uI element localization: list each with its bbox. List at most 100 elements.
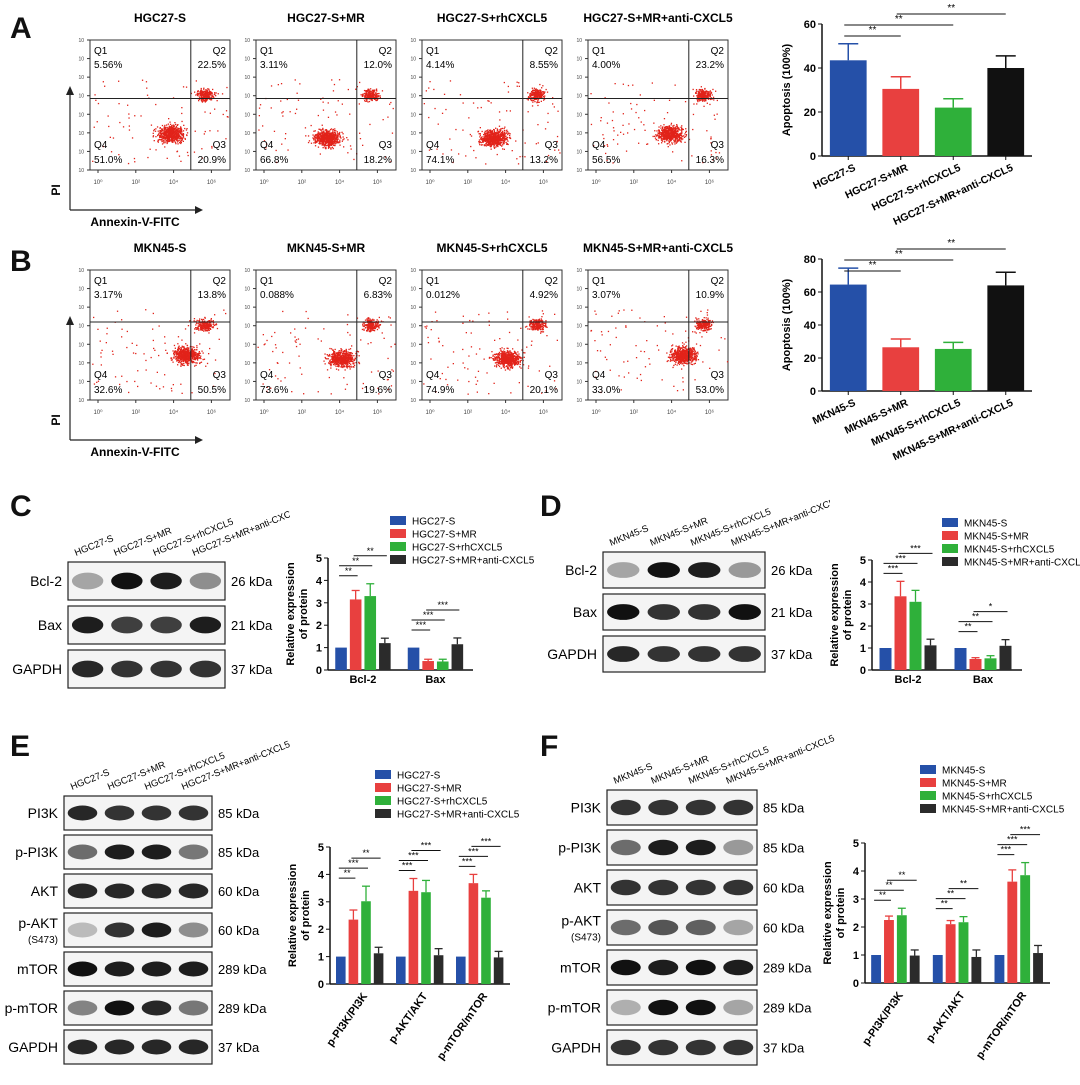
event-dot [172,362,173,363]
y-tick-label: 10 [410,149,416,155]
event-dot [201,362,202,363]
event-dot [390,102,391,103]
flow-plot: HGC27-S+rhCXCL5Q14.14%Q28.55%Q474.1%Q313… [410,11,562,186]
event-dot [207,93,208,94]
event-dot [632,85,633,86]
event-dot [343,138,344,139]
event-dot [470,134,471,135]
event-dot [377,93,378,94]
event-dot [445,109,446,110]
event-dot [201,351,202,352]
event-dot [336,136,337,137]
event-dot [153,313,154,314]
event-dot [271,107,272,108]
event-dot [198,320,199,321]
event-dot [482,131,483,132]
event-dot [329,144,330,145]
event-dot [96,382,97,383]
event-dot [167,137,168,138]
event-dot [223,114,224,115]
event-dot [168,118,169,119]
event-dot [497,128,498,129]
event-dot [146,88,147,89]
event-dot [334,364,335,365]
event-dot [591,124,592,125]
event-dot [207,88,208,89]
event-dot [285,133,286,134]
x-arrow-head-icon [195,436,203,444]
event-dot [191,392,192,393]
event-dot [501,142,502,143]
event-dot [164,134,165,135]
event-dot [158,131,159,132]
event-dot [181,361,182,362]
event-dot [672,131,673,132]
event-dot [298,100,299,101]
event-dot [161,139,162,140]
event-dot [492,141,493,142]
event-dot [183,347,184,348]
y-axis-label: PI [49,414,63,425]
event-dot [623,113,624,114]
event-dot [506,110,507,111]
event-dot [281,144,282,145]
event-dot [212,93,213,94]
event-dot [169,122,170,123]
event-dot [502,144,503,145]
event-dot [168,141,169,142]
event-dot [495,136,496,137]
event-dot [510,138,511,139]
event-dot [199,326,200,327]
event-dot [205,330,206,331]
event-dot [201,88,202,89]
event-dot [479,136,480,137]
event-dot [697,100,698,101]
event-dot [331,133,332,134]
event-dot [157,126,158,127]
event-dot [392,133,393,134]
event-dot [709,104,710,105]
event-dot [498,132,499,133]
event-dot [714,119,715,120]
event-dot [151,357,152,358]
event-dot [153,340,154,341]
y-tick-label: 10 [576,38,582,44]
flow-plot: HGC27-SQ15.56%Q222.5%Q451.0%Q320.9%10101… [78,11,230,186]
event-dot [153,348,154,349]
q1-value: 4.00% [592,60,620,71]
event-dot [199,358,200,359]
event-dot [673,127,674,128]
event-dot [608,102,609,103]
event-dot [173,384,174,385]
event-dot [333,129,334,130]
event-dot [181,107,182,108]
event-dot [180,358,181,359]
event-dot [544,95,545,96]
event-dot [328,362,329,363]
event-dot [172,137,173,138]
event-dot [662,131,663,132]
event-dot [483,140,484,141]
event-dot [590,93,591,94]
event-dot [184,360,185,361]
event-dot [482,141,483,142]
q3-label: Q3 [379,140,393,151]
event-dot [502,140,503,141]
event-dot [183,351,184,352]
event-dot [382,90,383,91]
event-dot [175,143,176,144]
event-dot [377,99,378,100]
event-dot [160,139,161,140]
event-dot [481,107,482,108]
event-dot [653,136,654,137]
event-dot [491,149,492,150]
event-dot [314,136,315,137]
q3-value: 20.9% [198,155,226,166]
flow-plot-title: HGC27-S+rhCXCL5 [437,11,548,25]
y-tick-label: 10 [78,361,84,367]
event-dot [658,143,659,144]
event-dot [173,357,174,358]
event-dot [217,100,218,101]
event-dot [337,131,338,132]
event-dot [197,355,198,356]
